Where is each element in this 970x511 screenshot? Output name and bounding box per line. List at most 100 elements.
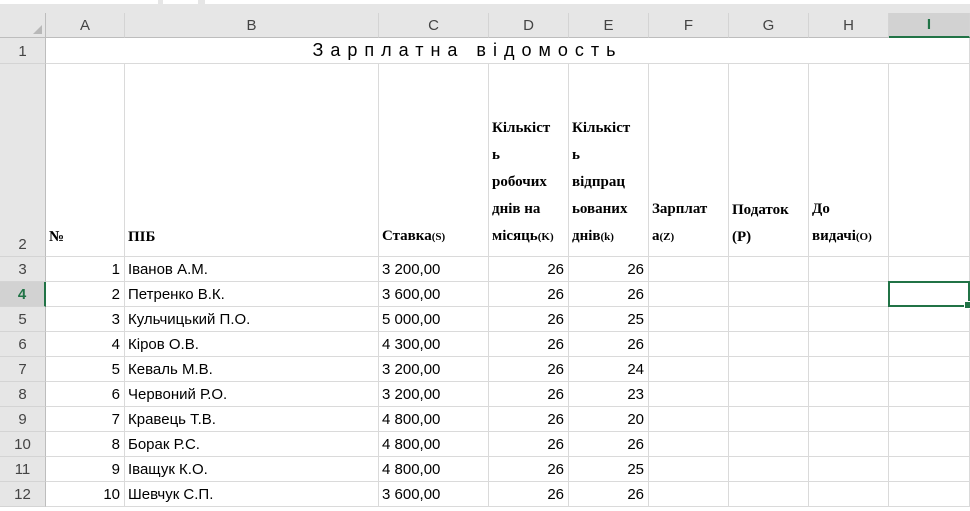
- cell-E4[interactable]: 26: [569, 282, 649, 307]
- cell-I10[interactable]: [889, 432, 970, 457]
- cell-F6[interactable]: [649, 332, 729, 357]
- cell-B8[interactable]: Червоний Р.О.: [125, 382, 379, 407]
- cell-D4[interactable]: 26: [489, 282, 569, 307]
- cell-A6[interactable]: 4: [46, 332, 125, 357]
- column-header-c[interactable]: C: [379, 13, 489, 38]
- cell-F9[interactable]: [649, 407, 729, 432]
- cell-F5[interactable]: [649, 307, 729, 332]
- cell-E6[interactable]: 26: [569, 332, 649, 357]
- cell-A10[interactable]: 8: [46, 432, 125, 457]
- cell-I7[interactable]: [889, 357, 970, 382]
- cell-F8[interactable]: [649, 382, 729, 407]
- cell-C10[interactable]: 4 800,00: [379, 432, 489, 457]
- row-header-5[interactable]: 5: [0, 307, 46, 332]
- cell-A4[interactable]: 2: [46, 282, 125, 307]
- cell-D10[interactable]: 26: [489, 432, 569, 457]
- cell-C3[interactable]: 3 200,00: [379, 257, 489, 282]
- row-header-7[interactable]: 7: [0, 357, 46, 382]
- cell-D11[interactable]: 26: [489, 457, 569, 482]
- cell-H10[interactable]: [809, 432, 889, 457]
- cell-A12[interactable]: 10: [46, 482, 125, 507]
- header-cell-b[interactable]: ПІБ: [125, 64, 379, 257]
- cell-I5[interactable]: [889, 307, 970, 332]
- cell-C7[interactable]: 3 200,00: [379, 357, 489, 382]
- cell-F12[interactable]: [649, 482, 729, 507]
- cell-A3[interactable]: 1: [46, 257, 125, 282]
- column-header-d[interactable]: D: [489, 13, 569, 38]
- header-cell-c[interactable]: Ставка(S): [379, 64, 489, 257]
- cell-F4[interactable]: [649, 282, 729, 307]
- cell-H3[interactable]: [809, 257, 889, 282]
- column-header-e[interactable]: E: [569, 13, 649, 38]
- header-cell-h[interactable]: До видачі(O): [809, 64, 889, 257]
- cell-C5[interactable]: 5 000,00: [379, 307, 489, 332]
- name-box[interactable]: [0, 0, 158, 4]
- cell-I6[interactable]: [889, 332, 970, 357]
- cell-G6[interactable]: [729, 332, 809, 357]
- cell-B5[interactable]: Кульчицький П.О.: [125, 307, 379, 332]
- column-header-a[interactable]: A: [46, 13, 125, 38]
- cell-C6[interactable]: 4 300,00: [379, 332, 489, 357]
- cell-F11[interactable]: [649, 457, 729, 482]
- cell-B12[interactable]: Шевчук С.П.: [125, 482, 379, 507]
- cell-G4[interactable]: [729, 282, 809, 307]
- cell-I1[interactable]: [889, 38, 970, 64]
- cell-D3[interactable]: 26: [489, 257, 569, 282]
- cell-D6[interactable]: 26: [489, 332, 569, 357]
- header-cell-i[interactable]: [889, 64, 970, 257]
- cell-I9[interactable]: [889, 407, 970, 432]
- cell-H11[interactable]: [809, 457, 889, 482]
- cell-G10[interactable]: [729, 432, 809, 457]
- cell-G7[interactable]: [729, 357, 809, 382]
- column-header-i[interactable]: I: [889, 13, 970, 38]
- cell-H12[interactable]: [809, 482, 889, 507]
- sheet-title[interactable]: Зарплатна відомость: [46, 38, 889, 64]
- cell-E8[interactable]: 23: [569, 382, 649, 407]
- cell-C12[interactable]: 3 600,00: [379, 482, 489, 507]
- header-cell-g[interactable]: Податок (P): [729, 64, 809, 257]
- cell-H6[interactable]: [809, 332, 889, 357]
- cell-D7[interactable]: 26: [489, 357, 569, 382]
- cell-H9[interactable]: [809, 407, 889, 432]
- cell-B3[interactable]: Іванов А.М.: [125, 257, 379, 282]
- cell-A11[interactable]: 9: [46, 457, 125, 482]
- column-header-g[interactable]: G: [729, 13, 809, 38]
- cell-H8[interactable]: [809, 382, 889, 407]
- row-header-10[interactable]: 10: [0, 432, 46, 457]
- cell-G11[interactable]: [729, 457, 809, 482]
- cell-D9[interactable]: 26: [489, 407, 569, 432]
- formula-input[interactable]: [205, 0, 970, 4]
- cell-B4[interactable]: Петренко В.К.: [125, 282, 379, 307]
- column-header-h[interactable]: H: [809, 13, 889, 38]
- cell-C9[interactable]: 4 800,00: [379, 407, 489, 432]
- cell-D12[interactable]: 26: [489, 482, 569, 507]
- cell-H5[interactable]: [809, 307, 889, 332]
- cell-C4[interactable]: 3 600,00: [379, 282, 489, 307]
- cell-G8[interactable]: [729, 382, 809, 407]
- cell-B11[interactable]: Іващук К.О.: [125, 457, 379, 482]
- header-cell-d[interactable]: Кількіст ь робочих днів на місяць(K): [489, 64, 569, 257]
- cell-G3[interactable]: [729, 257, 809, 282]
- cell-F7[interactable]: [649, 357, 729, 382]
- cell-B6[interactable]: Кіров О.В.: [125, 332, 379, 357]
- cell-B10[interactable]: Борак Р.С.: [125, 432, 379, 457]
- row-header-11[interactable]: 11: [0, 457, 46, 482]
- cell-I12[interactable]: [889, 482, 970, 507]
- cell-F10[interactable]: [649, 432, 729, 457]
- row-header-1[interactable]: 1: [0, 38, 46, 64]
- cell-H7[interactable]: [809, 357, 889, 382]
- row-header-2[interactable]: 2: [0, 64, 46, 257]
- cell-A5[interactable]: 3: [46, 307, 125, 332]
- row-header-3[interactable]: 3: [0, 257, 46, 282]
- cell-E3[interactable]: 26: [569, 257, 649, 282]
- column-header-f[interactable]: F: [649, 13, 729, 38]
- header-cell-e[interactable]: Кількіст ь відпрац ьованих днів(k): [569, 64, 649, 257]
- header-cell-a[interactable]: №: [46, 64, 125, 257]
- cell-E10[interactable]: 26: [569, 432, 649, 457]
- cell-F3[interactable]: [649, 257, 729, 282]
- cell-H4[interactable]: [809, 282, 889, 307]
- cell-I3[interactable]: [889, 257, 970, 282]
- row-header-4[interactable]: 4: [0, 282, 46, 307]
- cell-E7[interactable]: 24: [569, 357, 649, 382]
- row-header-12[interactable]: 12: [0, 482, 46, 507]
